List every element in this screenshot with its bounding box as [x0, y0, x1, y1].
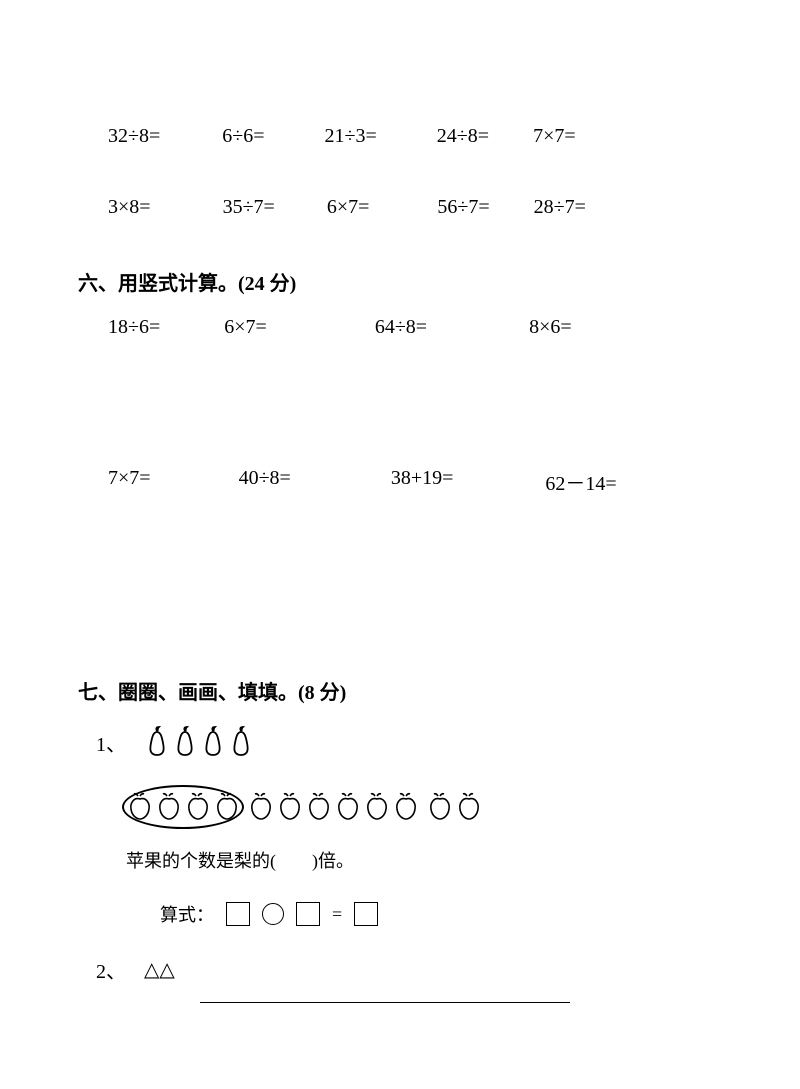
section-7-heading: 七、圈圈、画画、填填。(8 分) [78, 676, 710, 705]
equation: 35÷7= [223, 196, 275, 219]
apple-icon [126, 791, 154, 823]
equation: 21÷3= [325, 125, 377, 148]
question-number: 2、 [96, 955, 126, 984]
equation: 6÷6= [222, 125, 264, 148]
pear-icon [228, 725, 254, 759]
formula-row: 算式： = [160, 901, 710, 927]
pear-icon [200, 725, 226, 759]
pear-icon [144, 725, 170, 759]
apple-group [426, 791, 483, 823]
equation: 18÷6= [108, 316, 160, 339]
apple-icon [213, 791, 241, 823]
equation: 62－14= [545, 467, 616, 496]
equation: 56÷7= [437, 196, 489, 219]
equation: 24÷8= [437, 125, 489, 148]
equation: 6×7= [224, 316, 267, 339]
operator-circle[interactable] [262, 903, 284, 925]
answer-line[interactable] [200, 1002, 570, 1003]
equation: 40÷8= [239, 467, 291, 496]
apple-icon [392, 791, 420, 823]
equation: 32÷8= [108, 125, 160, 148]
equation: 7×7= [533, 125, 576, 148]
equation: 7×7= [108, 467, 151, 496]
apple-group-circled [126, 791, 241, 823]
apple-icon [247, 791, 275, 823]
equation: 3×8= [108, 196, 151, 219]
apple-section [126, 791, 710, 823]
apple-icon [334, 791, 362, 823]
equation: 38+19= [391, 467, 454, 496]
equals-sign: = [332, 904, 342, 925]
pear-row [144, 725, 254, 759]
apple-icon [455, 791, 483, 823]
answer-box[interactable] [226, 902, 250, 926]
apple-icon [305, 791, 333, 823]
answer-box[interactable] [354, 902, 378, 926]
apple-group [247, 791, 420, 823]
apple-icon [363, 791, 391, 823]
pear-icon [172, 725, 198, 759]
equation: 8×6= [529, 316, 572, 339]
question-number: 1、 [96, 728, 126, 757]
formula-label: 算式： [160, 901, 214, 927]
equation: 64÷8= [375, 316, 427, 339]
q1-description: 苹果的个数是梨的( )倍。 [126, 847, 710, 873]
answer-box[interactable] [296, 902, 320, 926]
apple-icon [276, 791, 304, 823]
equation: 6×7= [327, 196, 370, 219]
apple-icon [426, 791, 454, 823]
equation: 28÷7= [534, 196, 586, 219]
section-6-heading: 六、用竖式计算。(24 分) [78, 267, 710, 296]
apple-icon [155, 791, 183, 823]
triangles: △△ [144, 957, 175, 982]
apple-icon [184, 791, 212, 823]
